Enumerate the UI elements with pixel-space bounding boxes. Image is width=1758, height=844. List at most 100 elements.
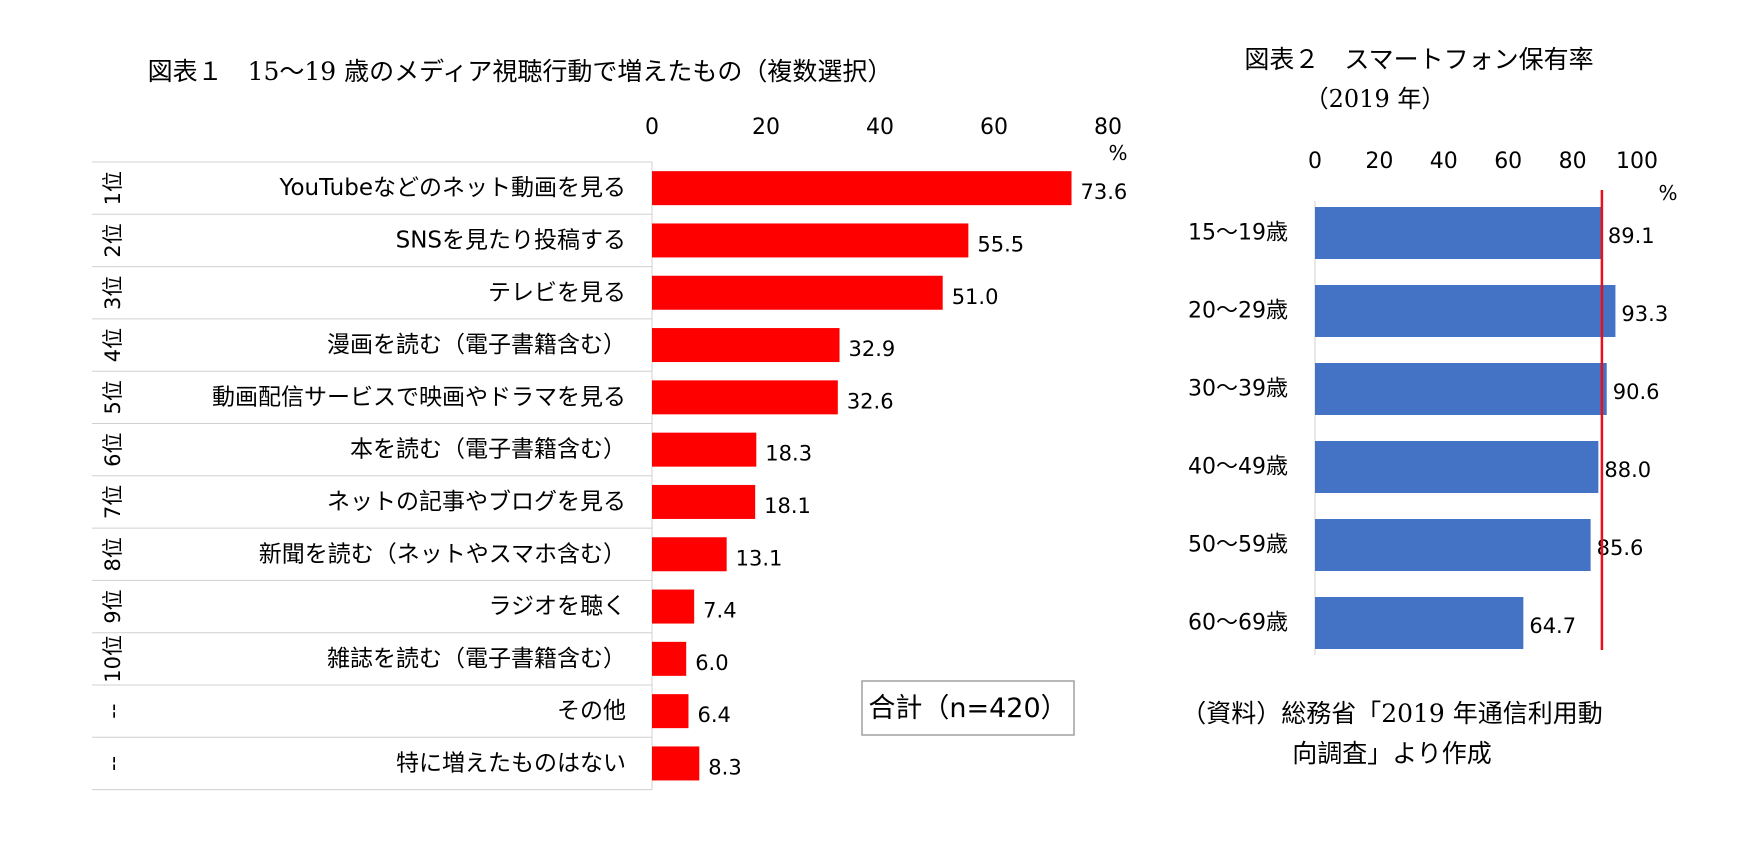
chart1-value-label: 18.1 [764,494,811,518]
chart1-category-label: YouTubeなどのネット動画を見る [278,175,626,201]
chart1-value-label: 13.1 [736,546,783,570]
chart1-note-box: 合計（n=420） [861,680,1075,736]
chart1-row: -- 特に増えたものはない 8.3 [101,746,742,781]
chart1-category-label: 雑誌を読む（電子書籍含む） [327,646,626,672]
chart2-bar [1315,207,1602,259]
chart1-category-label: SNSを見たり投稿する [396,227,626,253]
chart1-bar [652,537,727,572]
chart1-rank-label: 9位 [101,589,125,623]
chart-smartphone-ownership: 図表２ スマートフォン保有率 （2019 年） 0 20 40 60 80 100 % 1… [1181,45,1677,768]
chart2-rows: 15～19歳 89.1 20～29歳 93.3 30～39歳 90.6 40～49歳 88.0… [1188,190,1668,655]
chart1-category-label: 特に増えたものはない [396,750,626,776]
chart1-rank-label: -- [101,756,125,771]
chart1-bar [652,589,695,624]
chart2-tick-label: 60 [1494,149,1522,174]
chart1-rank-label: 10位 [101,635,125,683]
chart1-row: 9位 ラジオを聴く 7.4 [101,589,737,623]
chart2-row: 30～39歳 90.6 [1188,363,1659,415]
chart1-category-label: 動画配信サービスで映画やドラマを見る [212,384,626,410]
chart1-bar [652,432,757,467]
chart1-tick-label: 20 [752,115,780,140]
chart-media-behavior: 図表１ 15～19 歳のメディア視聴行動で増えたもの（複数選択） 0 20 40 60… [92,57,1128,791]
chart2-unit-label: % [1658,181,1677,205]
chart2-row: 60～69歳 64.7 [1188,597,1576,649]
chart1-tick-label: 80 [1094,115,1122,140]
chart1-row: 7位 ネットの記事やブログを見る 18.1 [101,485,811,519]
chart2-category-label: 30～39歳 [1188,377,1288,402]
chart1-note-text: 合計（n=420） [868,693,1067,724]
chart2-value-label: 88.0 [1604,458,1651,482]
chart1-row: 2位 SNSを見たり投稿する 55.5 [101,223,1024,257]
chart1-row: 5位 動画配信サービスで映画やドラマを見る 32.6 [101,380,894,414]
chart2-tick-label: 80 [1559,149,1587,174]
chart1-bar [652,641,687,676]
chart2-tick-label: 100 [1616,149,1658,174]
chart1-category-label: 新聞を読む（ネットやスマホ含む） [259,541,626,567]
chart1-bar [652,275,943,310]
chart1-rank-label: 8位 [101,537,125,571]
chart2-row: 50～59歳 85.6 [1188,519,1643,571]
chart2-tick-label: 20 [1365,149,1393,174]
chart1-row: 10位 雑誌を読む（電子書籍含む） 6.0 [101,635,729,683]
chart1-row: 6位 本を読む（電子書籍含む） 18.3 [101,432,812,466]
chart1-category-label: その他 [557,698,626,724]
chart2-bar [1315,519,1591,571]
chart1-value-label: 55.5 [977,232,1024,256]
chart1-value-label: 6.0 [695,651,728,675]
chart2-bar [1315,441,1599,493]
chart2-category-label: 20～29歳 [1188,299,1288,324]
chart2-value-label: 64.7 [1529,614,1576,638]
chart1-bar [652,328,840,363]
chart1-value-label: 51.0 [952,285,999,309]
chart1-row-grid [92,161,653,791]
chart1-category-label: ラジオを聴く [488,594,626,620]
chart1-bar [652,746,700,781]
chart1-category-label: テレビを見る [488,280,626,306]
chart1-tick-label: 60 [980,115,1008,140]
chart1-rank-label: -- [101,704,125,719]
chart1-value-label: 6.4 [697,703,730,727]
chart1-rows: 1位 YouTubeなどのネット動画を見る 73.6 2位 SNSを見たり投稿する 55.… [101,171,1127,781]
chart2-tick-label: 0 [1308,149,1322,174]
chart2-bar [1315,285,1616,337]
chart1-value-label: 7.4 [703,599,736,623]
chart1-rank-label: 6位 [101,432,125,466]
chart2-value-label: 90.6 [1613,380,1660,404]
chart1-category-label: 漫画を読む（電子書籍含む） [327,332,626,358]
chart1-rank-label: 5位 [101,380,125,414]
chart1-value-label: 73.6 [1081,180,1128,204]
chart1-bar [652,484,756,519]
chart1-value-label: 32.6 [847,389,894,413]
chart2-source-line1: （資料）総務省「2019 年通信利用動 [1181,699,1603,728]
chart2-bar [1315,363,1607,415]
chart1-value-label: 8.3 [708,755,741,779]
chart1-category-label: ネットの記事やブログを見る [327,489,626,515]
chart2-row: 40～49歳 88.0 [1188,441,1651,493]
chart1-bar [652,694,689,729]
chart1-unit-label: % [1108,141,1127,165]
chart1-x-ticks: 0 20 40 60 80 [645,115,1122,140]
chart1-note-frame [861,680,1075,736]
chart2-row: 15～19歳 89.1 [1188,207,1655,259]
chart1-rank-label: 4位 [101,328,125,362]
chart2-row: 20～29歳 93.3 [1188,285,1668,337]
chart1-value-label: 32.9 [849,337,896,361]
chart2-category-label: 15～19歳 [1188,221,1288,246]
chart1-tick-label: 0 [645,115,659,140]
chart2-title-line1: 図表２ スマートフォン保有率 [1244,45,1593,74]
chart1-value-label: 18.3 [765,442,812,466]
chart2-value-label: 85.6 [1597,536,1644,560]
chart1-category-label: 本を読む（電子書籍含む） [350,437,626,463]
chart2-value-label: 93.3 [1621,302,1668,326]
chart1-rank-label: 7位 [101,485,125,519]
chart1-bar [652,380,838,415]
chart2-title-line2: （2019 年） [1305,85,1446,113]
chart1-row: 1位 YouTubeなどのネット動画を見る 73.6 [101,171,1127,205]
chart2-bar [1315,597,1524,649]
chart2-tick-label: 40 [1430,149,1458,174]
chart1-bar [652,223,969,258]
chart1-rank-label: 2位 [101,223,125,257]
chart2-x-ticks: 0 20 40 60 80 100 [1308,149,1658,174]
chart1-tick-label: 40 [866,115,894,140]
chart2-value-label: 89.1 [1608,224,1655,248]
